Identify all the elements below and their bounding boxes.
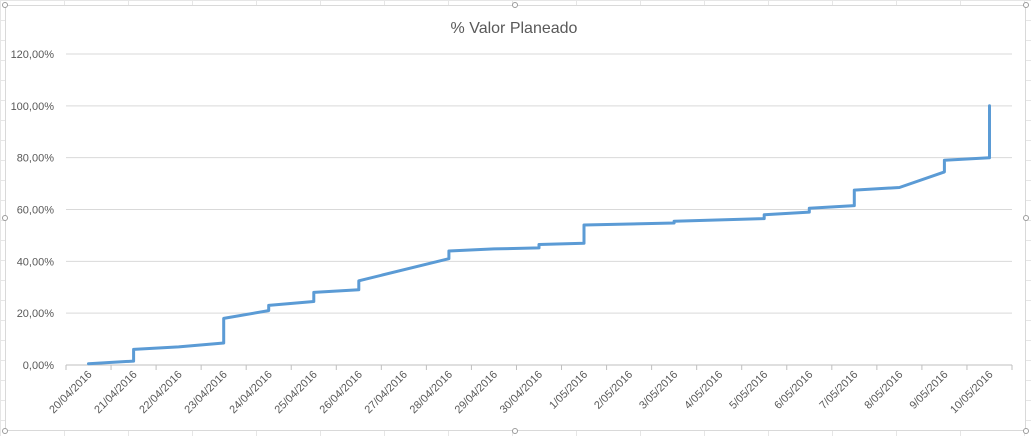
x-tick-label: 1/05/2016	[547, 369, 590, 412]
resize-handle-top-left[interactable]	[2, 2, 8, 8]
y-tick-label: 100,00%	[11, 101, 55, 113]
x-tick-label: 22/04/2016	[137, 369, 184, 416]
x-tick-label: 24/04/2016	[227, 369, 274, 416]
y-tick-label: 60,00%	[17, 205, 55, 217]
x-tick-label: 3/05/2016	[637, 369, 680, 412]
x-tick-label: 5/05/2016	[727, 369, 770, 412]
x-tick-label: 2/05/2016	[592, 369, 635, 412]
resize-handle-bottom-left[interactable]	[2, 428, 8, 434]
x-tick-label: 4/05/2016	[682, 369, 725, 412]
chart-container[interactable]	[5, 5, 1026, 431]
y-tick-label: 0,00%	[23, 360, 54, 372]
x-tick-label: 7/05/2016	[817, 369, 860, 412]
y-tick-label: 80,00%	[17, 153, 55, 165]
chart-title: % Valor Planeado	[451, 20, 578, 37]
resize-handle-right[interactable]	[1023, 215, 1029, 221]
x-tick-label: 8/05/2016	[862, 369, 905, 412]
x-tick-label: 26/04/2016	[318, 369, 365, 416]
x-tick-label: 20/04/2016	[47, 369, 94, 416]
x-tick-label: 27/04/2016	[363, 369, 410, 416]
y-axis-ticks: 0,00% 20,00% 40,00% 60,00% 80,00% 100,00% 120,…	[11, 49, 55, 372]
x-tick-label: 10/05/2016	[948, 369, 995, 416]
y-tick-label: 20,00%	[17, 308, 55, 320]
gridlines	[66, 53, 1012, 366]
x-tick-label: 28/04/2016	[408, 369, 455, 416]
x-tick-label: 25/04/2016	[272, 369, 319, 416]
resize-handle-bottom-right[interactable]	[1023, 428, 1029, 434]
series-line	[87, 104, 991, 366]
resize-handle-top-right[interactable]	[1023, 2, 1029, 8]
resize-handle-left[interactable]	[2, 215, 8, 221]
resize-handle-top[interactable]	[512, 2, 518, 8]
x-tick-label: 6/05/2016	[772, 369, 815, 412]
x-tick-label: 29/04/2016	[453, 369, 500, 416]
resize-handle-bottom[interactable]	[512, 428, 518, 434]
series-layer	[87, 104, 991, 366]
x-axis-ticks: 20/04/201621/04/201622/04/201623/04/2016…	[47, 365, 1013, 416]
x-tick-label: 23/04/2016	[182, 369, 229, 416]
x-tick-label: 30/04/2016	[498, 369, 545, 416]
x-tick-label: 9/05/2016	[907, 369, 950, 412]
y-tick-label: 120,00%	[11, 49, 55, 61]
x-tick-label: 21/04/2016	[92, 369, 139, 416]
y-tick-label: 40,00%	[17, 256, 55, 268]
